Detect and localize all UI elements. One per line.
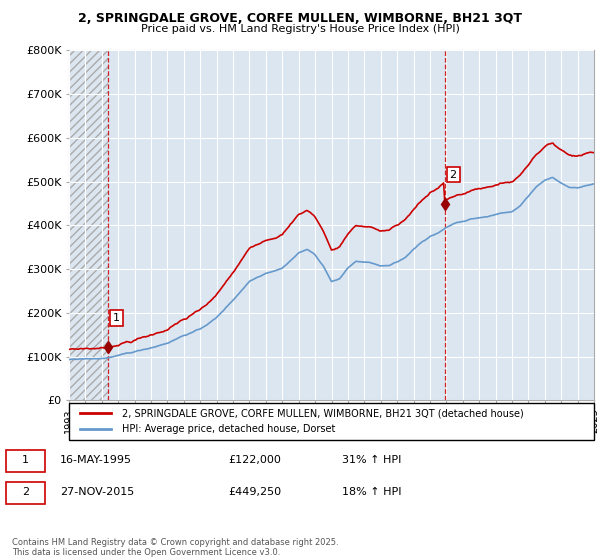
Text: 2: 2 [449, 170, 457, 180]
Text: 27-NOV-2015: 27-NOV-2015 [60, 487, 134, 497]
Text: 31% ↑ HPI: 31% ↑ HPI [342, 455, 401, 465]
Text: 1: 1 [113, 313, 120, 323]
FancyBboxPatch shape [6, 450, 45, 472]
FancyBboxPatch shape [6, 482, 45, 504]
Text: Price paid vs. HM Land Registry's House Price Index (HPI): Price paid vs. HM Land Registry's House … [140, 24, 460, 34]
Text: 16-MAY-1995: 16-MAY-1995 [60, 455, 132, 465]
Text: 2, SPRINGDALE GROVE, CORFE MULLEN, WIMBORNE, BH21 3QT: 2, SPRINGDALE GROVE, CORFE MULLEN, WIMBO… [78, 12, 522, 25]
Text: Contains HM Land Registry data © Crown copyright and database right 2025.
This d: Contains HM Land Registry data © Crown c… [12, 538, 338, 557]
Text: 18% ↑ HPI: 18% ↑ HPI [342, 487, 401, 497]
Text: £449,250: £449,250 [228, 487, 281, 497]
Text: HPI: Average price, detached house, Dorset: HPI: Average price, detached house, Dors… [121, 424, 335, 435]
Text: £122,000: £122,000 [228, 455, 281, 465]
Text: 2: 2 [22, 487, 29, 497]
Text: 2, SPRINGDALE GROVE, CORFE MULLEN, WIMBORNE, BH21 3QT (detached house): 2, SPRINGDALE GROVE, CORFE MULLEN, WIMBO… [121, 408, 523, 418]
FancyBboxPatch shape [69, 403, 594, 440]
Text: 1: 1 [22, 455, 29, 465]
